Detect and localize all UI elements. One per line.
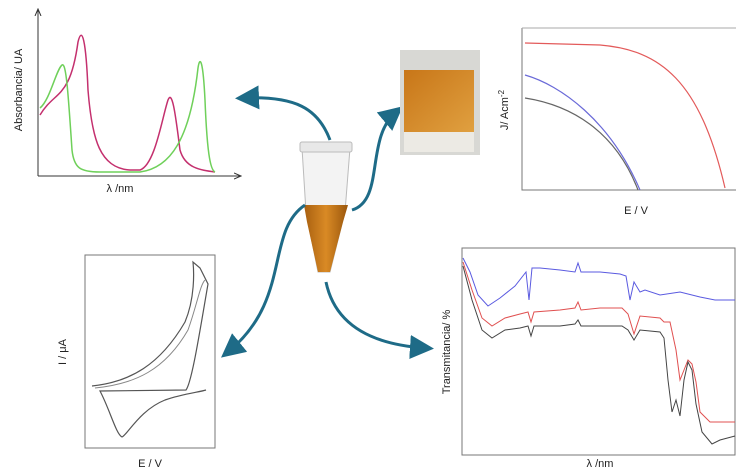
y-axis-label: I / μA	[57, 338, 69, 365]
y-axis-label: Transmitancia/ %	[441, 309, 453, 394]
cv-panel: I / μA E / V	[57, 254, 216, 470]
cv-curve	[94, 279, 206, 389]
spectrum-curve	[39, 61, 216, 173]
jv-curve	[524, 74, 641, 191]
jv-curve	[524, 42, 726, 189]
x-axis-label: λ /nm	[587, 458, 614, 470]
arrows	[221, 85, 434, 359]
y-label-text: J/ Acm	[499, 97, 511, 130]
ftir-curve	[462, 261, 735, 423]
absorbance-panel: Absorbancia/ UA λ /nm	[13, 10, 240, 195]
jv-curve	[524, 97, 639, 191]
sample-tube	[299, 141, 353, 273]
film-photo	[400, 50, 480, 155]
ftir-panel: Transmitancia/ % λ /nm	[441, 247, 736, 470]
x-axis-label: E / V	[624, 205, 649, 217]
x-axis-label: E / V	[138, 458, 163, 470]
y-label-sup: -2	[497, 89, 506, 97]
jv-panel: J/ Acm-2 E / V	[497, 27, 736, 217]
ftir-curve	[462, 265, 736, 445]
spectrum-curve	[39, 34, 216, 173]
x-axis-label: λ /nm	[107, 183, 134, 195]
ftir-curve	[462, 257, 735, 307]
y-axis-label: J/ Acm-2	[497, 89, 511, 130]
cv-curve	[91, 260, 209, 438]
y-axis-label: Absorbancia/ UA	[13, 48, 25, 131]
